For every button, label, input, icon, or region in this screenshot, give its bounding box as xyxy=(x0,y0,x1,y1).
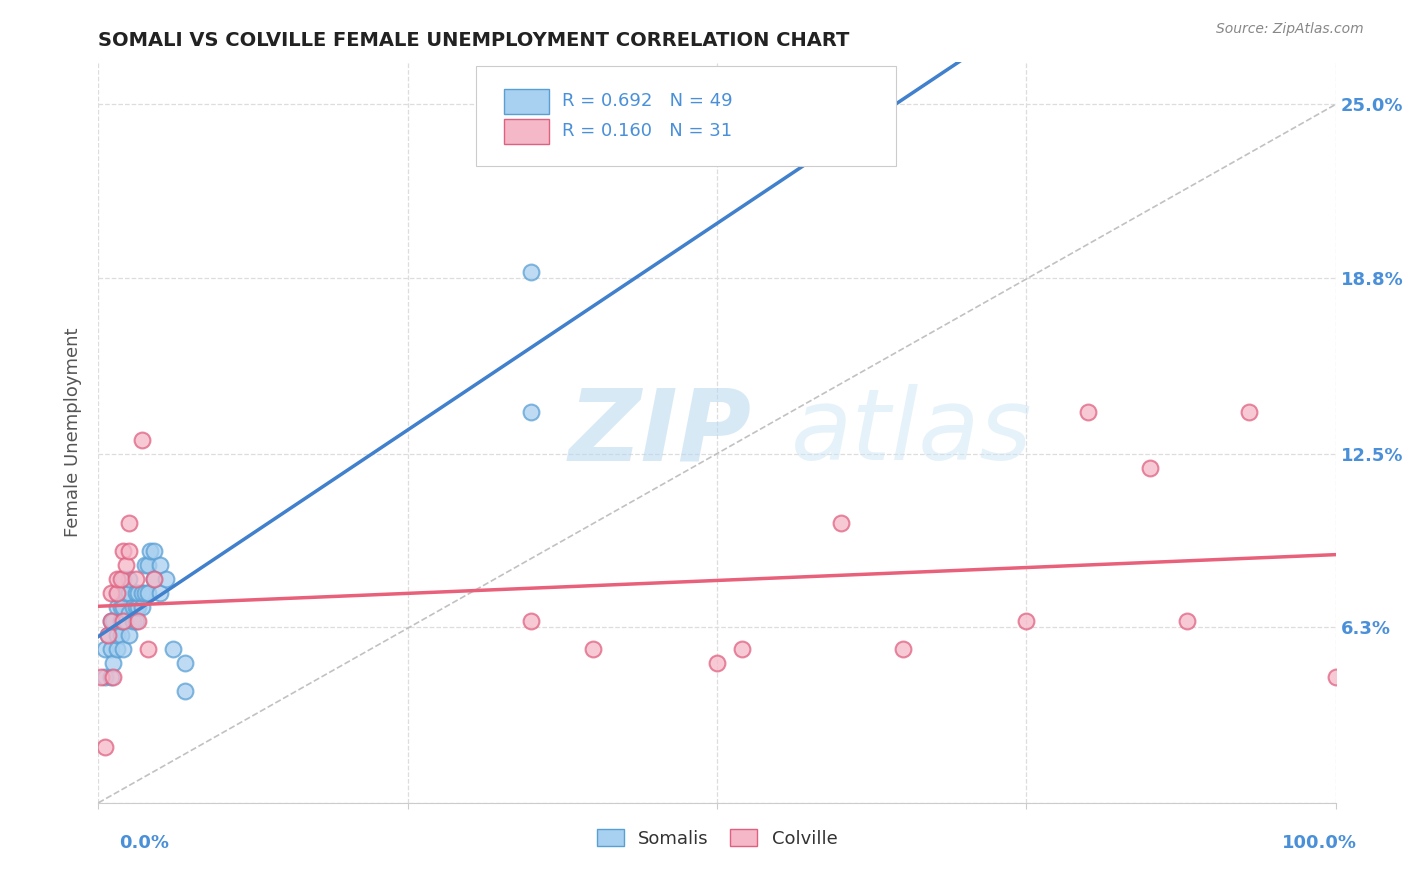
Point xyxy=(105,600,128,615)
Text: R = 0.692   N = 49: R = 0.692 N = 49 xyxy=(562,92,733,110)
Point xyxy=(118,606,141,620)
Point xyxy=(155,572,177,586)
Point xyxy=(731,642,754,657)
Point xyxy=(93,642,115,657)
Point xyxy=(112,614,135,628)
Point xyxy=(136,642,159,657)
Point xyxy=(103,670,125,684)
Y-axis label: Female Unemployment: Female Unemployment xyxy=(63,328,82,537)
Point xyxy=(1077,405,1099,419)
Point xyxy=(136,586,159,600)
Text: 100.0%: 100.0% xyxy=(1282,834,1357,852)
Point xyxy=(131,600,153,615)
Point xyxy=(112,614,135,628)
Point xyxy=(162,642,184,657)
Point xyxy=(100,614,122,628)
Point xyxy=(131,433,153,447)
Point xyxy=(105,628,128,642)
Point xyxy=(110,600,132,615)
Text: ZIP: ZIP xyxy=(568,384,752,481)
Point xyxy=(124,572,146,586)
Point xyxy=(118,572,141,586)
Point xyxy=(143,572,166,586)
Point xyxy=(134,586,156,600)
Point xyxy=(90,670,112,684)
Point xyxy=(118,516,141,531)
Point xyxy=(114,586,136,600)
Point xyxy=(174,684,197,698)
Point xyxy=(105,572,128,586)
Point xyxy=(93,670,115,684)
Point xyxy=(1175,614,1198,628)
Point xyxy=(110,628,132,642)
Point xyxy=(118,586,141,600)
Point xyxy=(100,642,122,657)
Point xyxy=(112,544,135,558)
Point xyxy=(143,572,166,586)
Point xyxy=(127,614,149,628)
Point xyxy=(100,614,122,628)
Point xyxy=(97,628,120,642)
Point xyxy=(891,642,914,657)
Point xyxy=(103,656,125,670)
Point xyxy=(1237,405,1260,419)
Point xyxy=(118,628,141,642)
Point xyxy=(131,586,153,600)
Point xyxy=(122,614,145,628)
Point xyxy=(520,265,543,279)
Text: atlas: atlas xyxy=(792,384,1033,481)
Text: 0.0%: 0.0% xyxy=(120,834,170,852)
Point xyxy=(112,572,135,586)
Point xyxy=(136,558,159,573)
Point xyxy=(97,628,120,642)
Point xyxy=(103,614,125,628)
Point xyxy=(114,614,136,628)
Legend: Somalis, Colville: Somalis, Colville xyxy=(588,820,846,856)
Point xyxy=(105,586,128,600)
Point xyxy=(110,614,132,628)
Point xyxy=(149,586,172,600)
Text: R = 0.160   N = 31: R = 0.160 N = 31 xyxy=(562,121,733,139)
FancyBboxPatch shape xyxy=(475,66,897,166)
Point xyxy=(124,600,146,615)
Point xyxy=(127,586,149,600)
Point xyxy=(105,586,128,600)
Point xyxy=(100,586,122,600)
Point xyxy=(830,516,852,531)
Point xyxy=(124,586,146,600)
Point xyxy=(582,642,605,657)
Point xyxy=(122,600,145,615)
Point xyxy=(112,600,135,615)
Point xyxy=(110,572,132,586)
Point xyxy=(1324,670,1347,684)
Point xyxy=(105,642,128,657)
FancyBboxPatch shape xyxy=(505,89,548,114)
Point xyxy=(1015,614,1038,628)
Point xyxy=(118,544,141,558)
Point xyxy=(124,614,146,628)
Point xyxy=(114,558,136,573)
Point xyxy=(520,405,543,419)
Text: SOMALI VS COLVILLE FEMALE UNEMPLOYMENT CORRELATION CHART: SOMALI VS COLVILLE FEMALE UNEMPLOYMENT C… xyxy=(98,31,849,50)
Point xyxy=(174,656,197,670)
Text: Source: ZipAtlas.com: Source: ZipAtlas.com xyxy=(1216,22,1364,37)
Point xyxy=(143,544,166,558)
FancyBboxPatch shape xyxy=(505,119,548,144)
Point xyxy=(134,558,156,573)
Point xyxy=(100,670,122,684)
Point xyxy=(1139,460,1161,475)
Point xyxy=(149,558,172,573)
Point xyxy=(520,614,543,628)
Point xyxy=(127,600,149,615)
Point xyxy=(112,642,135,657)
Point xyxy=(706,656,728,670)
Point xyxy=(93,739,115,754)
Point xyxy=(139,544,162,558)
